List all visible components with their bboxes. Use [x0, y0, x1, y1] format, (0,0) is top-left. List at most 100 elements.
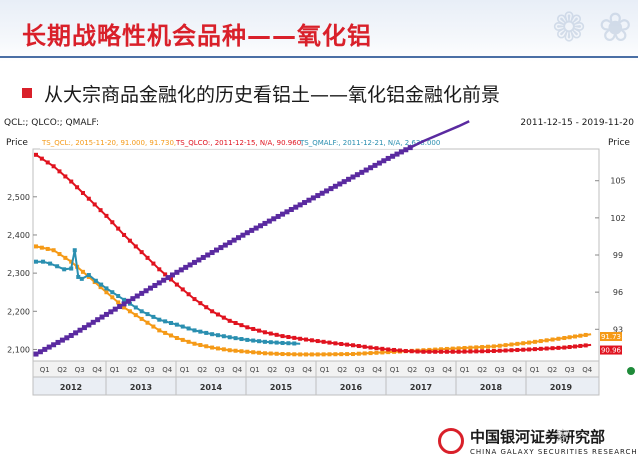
year-label: 2017 [410, 383, 432, 392]
series-point [583, 343, 588, 348]
series-point [573, 334, 578, 339]
watermark-text: 家 [556, 429, 570, 445]
series-point [210, 309, 215, 314]
series-point [310, 195, 316, 201]
series-point [51, 342, 57, 348]
legend-entry: TS_QLCO:, 2011-12-15, N/A, 90.960, [175, 139, 303, 147]
series-point [110, 290, 115, 295]
quarter-label: Q2 [547, 366, 557, 374]
series-point [151, 324, 156, 329]
series-point [509, 348, 514, 353]
series-point [215, 346, 220, 351]
quarter-label: Q1 [530, 366, 540, 374]
series-point [191, 259, 197, 265]
series-point [187, 262, 193, 268]
quarter-label: Q4 [162, 366, 173, 374]
series-point [110, 220, 115, 225]
right-tick-label: 96 [613, 288, 623, 297]
series-point [180, 337, 185, 342]
series-point [274, 332, 279, 337]
quarter-label: Q1 [250, 366, 260, 374]
quarter-label: Q1 [40, 366, 50, 374]
series-point [456, 346, 461, 351]
series-point [359, 169, 365, 175]
series-point [240, 232, 246, 238]
quarter-label: Q1 [460, 366, 470, 374]
slide-header: 长期战略性机会品种——氧化铝 ❁ ❀ [0, 0, 638, 62]
series-point [262, 351, 267, 356]
series-point [39, 245, 44, 250]
series-point [309, 352, 314, 357]
series-point [104, 213, 109, 218]
series-point [286, 334, 291, 339]
series-point [286, 352, 291, 357]
quarter-label: Q3 [285, 366, 295, 374]
series-point [34, 259, 38, 264]
series-point [98, 285, 103, 290]
series-point [174, 269, 180, 275]
series-point [169, 277, 174, 282]
series-layer [33, 120, 592, 357]
series-point [362, 344, 367, 349]
series-point [210, 345, 215, 350]
series-point [450, 349, 455, 354]
series-point [125, 298, 131, 304]
right-tick-label: 105 [610, 177, 625, 186]
series-point [48, 261, 53, 266]
series-point [538, 339, 543, 344]
series-point [72, 248, 77, 253]
legend-entry: TS_QMALF:, 2011-12-21, N/A, 2,638.000 [299, 139, 440, 147]
series-point [41, 259, 46, 264]
price-chart-svg: QCL:; QLCO:; QMALF: 2011-12-15 - 2019-11… [4, 118, 635, 396]
series-point [578, 333, 583, 338]
series-point [33, 351, 39, 357]
quarter-label: Q4 [372, 366, 383, 374]
quarter-label: Q4 [302, 366, 313, 374]
series-point [433, 349, 438, 354]
series-point [99, 314, 105, 320]
series-point [324, 188, 330, 194]
series-2 [34, 248, 301, 346]
quarter-label: Q4 [92, 366, 103, 374]
series-point [409, 349, 414, 354]
series-point [444, 349, 449, 354]
series-point [280, 340, 285, 345]
series-point [75, 185, 80, 190]
series-point [333, 352, 338, 357]
series-point [341, 179, 347, 185]
series-point [262, 220, 268, 226]
series-point [253, 225, 259, 231]
series-point [444, 346, 449, 351]
series-point [268, 340, 273, 345]
series-point [292, 335, 297, 340]
series-point [532, 339, 537, 344]
series-point [503, 343, 508, 348]
series-point [462, 345, 467, 350]
series-point [532, 347, 537, 352]
series-point [80, 269, 85, 274]
series-point [439, 347, 444, 352]
series-point [51, 248, 56, 253]
footer-logo: 中国银河证券研究部 CHINA GALAXY SECURITIES RESEAR… [438, 426, 638, 462]
slide-title: 长期战略性机会品种——氧化铝 [22, 22, 372, 50]
series-point [42, 346, 48, 352]
series-point [103, 311, 109, 317]
series-point [86, 196, 91, 201]
series-point [169, 333, 174, 338]
series-point [374, 350, 379, 355]
series-point [403, 147, 409, 153]
series-point [204, 344, 209, 349]
year-label: 2015 [270, 383, 293, 392]
series-point [462, 349, 467, 354]
series-point [79, 276, 84, 281]
quarter-label: Q2 [197, 366, 207, 374]
series-point [198, 301, 203, 306]
series-point [143, 288, 149, 294]
series-point [468, 345, 473, 350]
series-point [69, 266, 74, 271]
series-point [544, 338, 549, 343]
series-point [134, 293, 140, 299]
logo-chinese-name: 中国银河证券研究部 [470, 428, 606, 446]
series-point [381, 158, 387, 164]
series-point [39, 156, 44, 161]
